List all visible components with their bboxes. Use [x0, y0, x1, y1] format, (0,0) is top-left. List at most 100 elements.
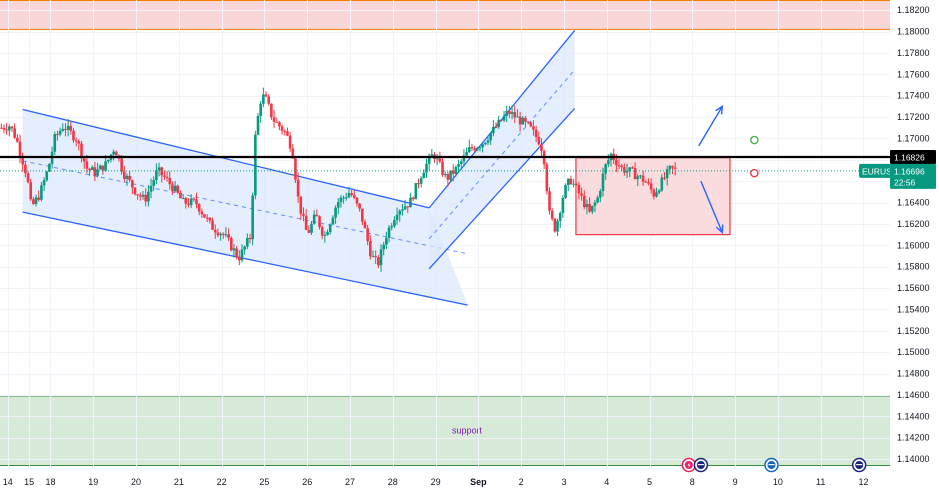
event-eu-icon[interactable] [764, 457, 779, 473]
event-eu-flag-stripe [768, 464, 775, 466]
y-tick-label: 1.17800 [897, 48, 930, 58]
candle-body [655, 192, 658, 197]
candle-body [657, 190, 661, 193]
bullish-arrow[interactable] [698, 104, 724, 147]
candle-body [671, 165, 674, 168]
candle-body [401, 209, 404, 211]
candle-body [221, 233, 225, 235]
candle-body [251, 195, 254, 240]
y-tick-label: 1.17200 [897, 112, 930, 122]
candle-body [200, 211, 204, 215]
x-tick-label: 19 [88, 477, 98, 487]
bearish-arrow[interactable] [700, 180, 724, 234]
candle-body [262, 94, 265, 104]
candle-body [98, 165, 102, 170]
candle-body [235, 248, 238, 257]
candle-body [347, 193, 351, 198]
candle-body [363, 221, 367, 229]
candle-body [553, 218, 557, 232]
candle-body [550, 210, 554, 219]
candle-body [13, 128, 16, 138]
candle-body [144, 194, 147, 202]
markers-layer[interactable] [750, 135, 759, 178]
descending-channel-upper-line[interactable] [22, 108, 430, 209]
candle-body [414, 183, 418, 200]
candle-body [133, 187, 137, 195]
support-zone-fill [0, 395, 890, 466]
candle-body [304, 215, 308, 230]
y-tick-label: 1.14800 [897, 369, 930, 379]
candle-body [267, 96, 271, 104]
red-marker[interactable] [750, 168, 759, 178]
candle-body [280, 126, 284, 131]
candle-body [286, 131, 289, 136]
x-tick-label: 8 [690, 477, 695, 487]
candle-body [409, 197, 412, 208]
y-axis[interactable]: 1.18200 1.18000 1.17800 1.17600 1.17400 1.172… [890, 0, 939, 494]
event-us-2-icon[interactable] [851, 457, 867, 473]
candle-body [582, 195, 586, 208]
candle-body [296, 179, 300, 197]
ascending-channel-lower-line[interactable] [428, 108, 576, 270]
candle-body [278, 122, 281, 127]
candle-body [352, 195, 356, 198]
x-tick-label: 27 [345, 477, 355, 487]
candle-body [334, 207, 337, 218]
candle-body [395, 214, 399, 221]
candle-body [526, 121, 530, 123]
candle-body [328, 224, 332, 233]
candle-body [467, 147, 471, 153]
candle-body [326, 232, 329, 236]
x-tick-label: 3 [561, 477, 566, 487]
candle-body [470, 147, 474, 149]
candle-body [246, 238, 249, 247]
candle-body [585, 204, 589, 208]
candle-body [607, 160, 610, 165]
candle-body [155, 170, 158, 181]
x-axis[interactable]: 14 15 18 19 20 21 22 25 26 27 28 29 Sep 2 3 4 5 8 9 10 11 12 [0, 466, 890, 494]
event-us-1-icon[interactable] [693, 457, 709, 473]
candle-body [500, 119, 503, 121]
arrows-layer[interactable] [698, 104, 724, 234]
x-tick-label: 22 [217, 477, 227, 487]
candle-body [288, 135, 292, 149]
candle-body [529, 122, 533, 127]
candle-body [532, 126, 535, 130]
candle-body [489, 133, 492, 141]
candle-body [272, 117, 276, 122]
candle-body [465, 152, 468, 156]
y-tick-label: 1.15200 [897, 326, 930, 336]
candle-body [136, 194, 139, 196]
candle-body [77, 141, 81, 144]
x-tick-label: 21 [174, 477, 184, 487]
descending-channel-lower-line[interactable] [22, 211, 468, 306]
candle-body [379, 249, 383, 266]
candle-body [438, 158, 442, 162]
green-marker[interactable] [750, 135, 759, 145]
events-layer[interactable] [681, 457, 867, 473]
candle-body [211, 220, 214, 230]
candle-body [18, 141, 22, 156]
candle-body [393, 220, 396, 227]
candle-body [566, 178, 570, 186]
candle-body [208, 217, 212, 221]
candle-body [561, 197, 565, 213]
y-tick-label: 1.18000 [897, 27, 930, 37]
candle-body [564, 185, 567, 198]
x-tick-label: 12 [858, 477, 868, 487]
candle-body [411, 197, 415, 200]
candle-body [42, 180, 46, 186]
candle-body [588, 204, 591, 212]
price-lines-layer [0, 155, 890, 172]
candle-body [454, 166, 458, 174]
candle-body [422, 172, 426, 179]
event-flash-icon[interactable] [681, 457, 697, 473]
candle-body [451, 170, 455, 174]
candle-body [10, 126, 14, 129]
candle-body [385, 237, 388, 245]
candle-body [355, 197, 359, 204]
current-price-tag [890, 163, 936, 189]
candle-body [160, 167, 164, 176]
candle-body [462, 155, 466, 162]
